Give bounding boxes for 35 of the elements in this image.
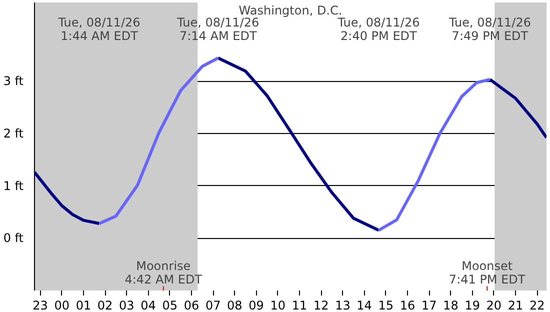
x-tick-label: 08 bbox=[227, 298, 242, 312]
x-tick-label: 20 bbox=[486, 298, 502, 312]
x-tick-label: 14 bbox=[356, 298, 372, 312]
annotation: Tue, 08/11/26 2:40 PM EDT bbox=[336, 16, 420, 43]
x-tick-label: 04 bbox=[140, 298, 156, 312]
y-tick-label: 2 ft bbox=[3, 126, 24, 140]
x-tick-label: 05 bbox=[162, 298, 178, 312]
x-tick-label: 01 bbox=[76, 298, 92, 312]
x-tick-label: 16 bbox=[400, 298, 416, 312]
x-tick-label: 00 bbox=[54, 298, 70, 312]
chart-title: Washington, D.C. bbox=[238, 4, 342, 18]
x-tick-label: 11 bbox=[292, 298, 308, 312]
x-tick-label: 06 bbox=[184, 298, 200, 312]
ref-line-label: Moonrise 4:42 AM EDT bbox=[124, 259, 203, 286]
annotation: Tue, 08/11/26 7:49 PM EDT bbox=[448, 16, 531, 43]
ref-line-label: Moonset 7:41 PM EDT bbox=[448, 259, 526, 286]
x-tick-label: 23 bbox=[32, 298, 48, 312]
annotation: Tue, 08/11/26 7:14 AM EDT bbox=[176, 16, 260, 43]
y-tick-label: 1 ft bbox=[3, 178, 24, 193]
x-tick-label: 13 bbox=[335, 298, 350, 312]
x-tick-label: 07 bbox=[205, 298, 221, 312]
x-tick-label: 21 bbox=[508, 298, 524, 312]
y-tick-label: 3 ft bbox=[3, 74, 24, 88]
x-tick-label: 12 bbox=[313, 298, 329, 312]
x-tick-label: 09 bbox=[248, 298, 264, 312]
x-tick-label: 19 bbox=[464, 298, 480, 312]
x-tick-label: 03 bbox=[119, 298, 134, 312]
x-tick-label: 10 bbox=[270, 298, 286, 312]
x-tick-label: 22 bbox=[530, 298, 545, 312]
x-tick-label: 17 bbox=[421, 298, 437, 312]
x-tick-label: 18 bbox=[443, 298, 458, 312]
annotation: Tue, 08/11/26 1:44 AM EDT bbox=[57, 16, 140, 43]
x-tick-label: 15 bbox=[378, 298, 394, 312]
y-tick-label: 0 ft bbox=[3, 231, 24, 246]
x-tick-label: 02 bbox=[97, 298, 113, 312]
